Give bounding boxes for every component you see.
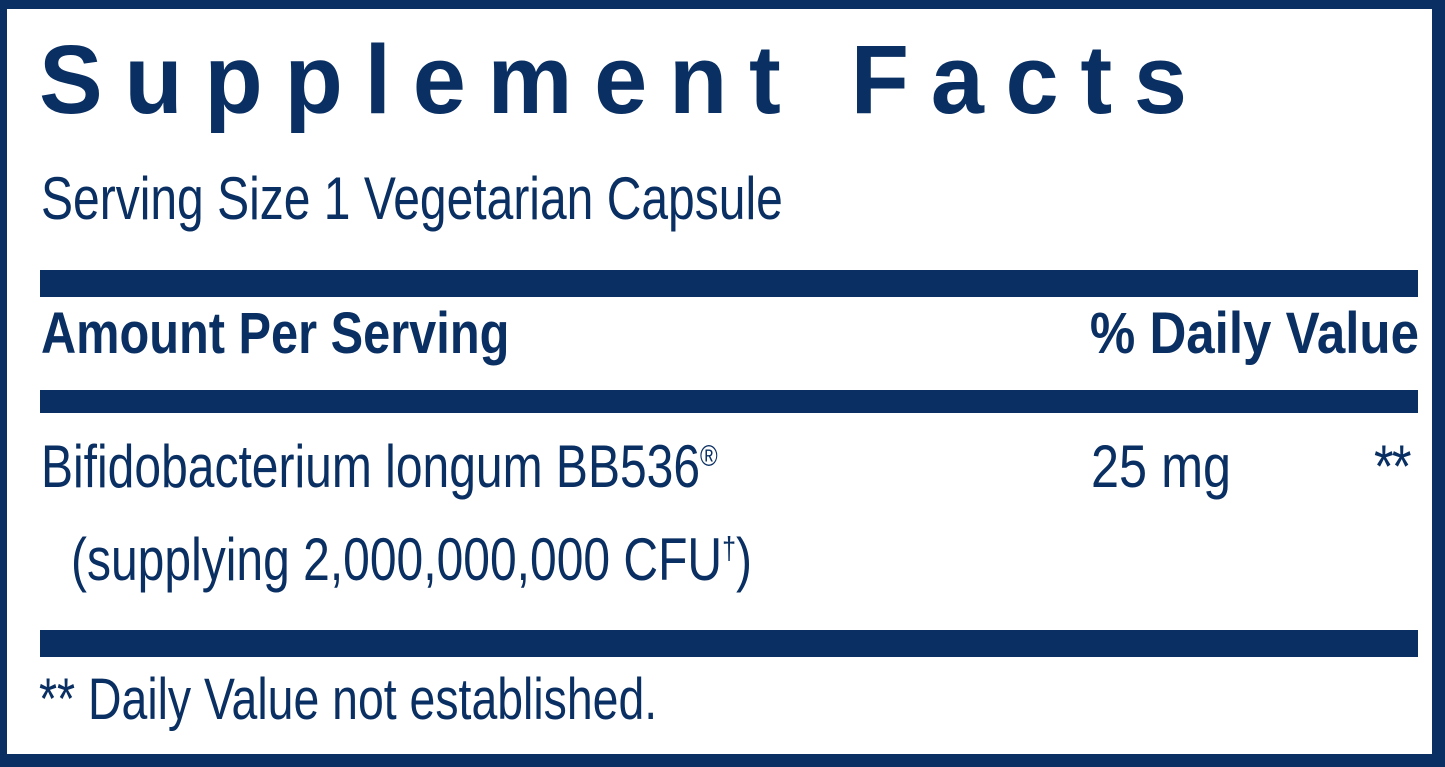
serving-size-text: Serving Size 1 Vegetarian Capsule (41, 165, 783, 232)
ingredient-row: Bifidobacterium longum BB536® (supplying… (41, 437, 1419, 617)
supplement-facts-inner: Supplement Facts Serving Size 1 Vegetari… (33, 9, 1419, 754)
ingredient-cfu-text: (supplying 2,000,000,000 CFU (71, 526, 723, 593)
ingredient-amount: 25 mg (1091, 433, 1232, 500)
ingredient-cfu-close-paren: ) (735, 526, 752, 593)
amount-per-serving-header: Amount Per Serving (41, 301, 510, 366)
ingredient-sub-line: (supplying 2,000,000,000 CFU†) (71, 530, 752, 590)
ingredient-daily-value: ** (1374, 433, 1412, 500)
divider-thick-top (40, 270, 1418, 297)
registered-trademark-icon: ® (700, 440, 718, 473)
ingredient-name: Bifidobacterium longum BB536® (41, 437, 718, 497)
ingredient-name-text: Bifidobacterium longum BB536 (41, 433, 701, 500)
divider-thin-header (40, 390, 1418, 413)
daily-value-header: % Daily Value (1089, 301, 1419, 366)
divider-thick-bottom (40, 630, 1418, 657)
footnote-daily-value: ** Daily Value not established. (39, 667, 658, 732)
column-header-row: Amount Per Serving % Daily Value (41, 305, 1419, 383)
page-title: Supplement Facts (39, 25, 1209, 134)
dagger-icon: † (722, 531, 736, 566)
